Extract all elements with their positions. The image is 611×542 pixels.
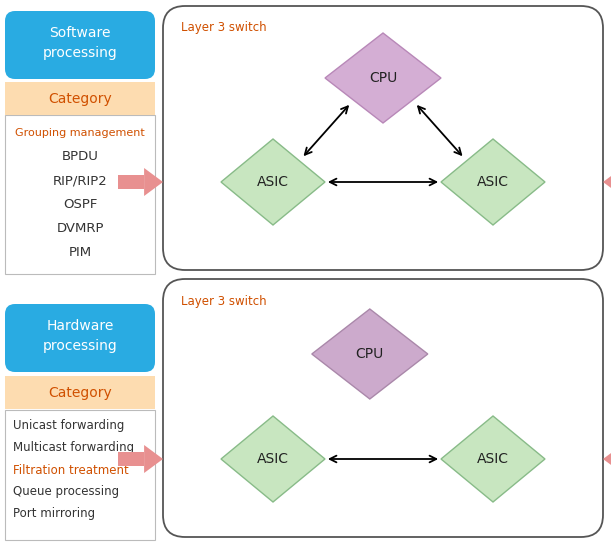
Text: Multicast forwarding: Multicast forwarding — [13, 442, 134, 455]
Polygon shape — [144, 168, 163, 196]
Text: ASIC: ASIC — [477, 452, 509, 466]
Polygon shape — [441, 139, 545, 225]
Text: CPU: CPU — [356, 347, 384, 361]
Text: ASIC: ASIC — [477, 175, 509, 189]
FancyBboxPatch shape — [5, 11, 155, 79]
Text: Grouping management: Grouping management — [15, 128, 145, 138]
Text: DVMRP: DVMRP — [56, 223, 104, 236]
Polygon shape — [603, 445, 611, 473]
Polygon shape — [221, 139, 325, 225]
Text: Layer 3 switch: Layer 3 switch — [181, 294, 266, 307]
Text: BPDU: BPDU — [62, 151, 98, 164]
Text: Layer 3 switch: Layer 3 switch — [181, 22, 266, 35]
Text: ASIC: ASIC — [257, 452, 289, 466]
Bar — [5, 82, 155, 115]
Text: Category: Category — [48, 385, 112, 399]
Text: PIM: PIM — [68, 247, 92, 260]
Polygon shape — [312, 309, 428, 399]
Text: Hardware
processing: Hardware processing — [43, 319, 117, 353]
Polygon shape — [441, 416, 545, 502]
Polygon shape — [603, 168, 611, 196]
FancyBboxPatch shape — [163, 279, 603, 537]
Text: Filtration treatment: Filtration treatment — [13, 463, 129, 476]
Bar — [5, 410, 155, 540]
Text: OSPF: OSPF — [63, 198, 97, 211]
Text: ASIC: ASIC — [257, 175, 289, 189]
Text: Unicast forwarding: Unicast forwarding — [13, 420, 125, 433]
Polygon shape — [118, 451, 144, 466]
Polygon shape — [144, 445, 163, 473]
Bar — [5, 115, 155, 274]
Text: RIP/RIP2: RIP/RIP2 — [53, 175, 108, 188]
Text: Port mirroring: Port mirroring — [13, 507, 95, 520]
Bar — [5, 376, 155, 409]
Text: Category: Category — [48, 92, 112, 106]
Polygon shape — [325, 33, 441, 123]
Text: CPU: CPU — [369, 71, 397, 85]
FancyBboxPatch shape — [5, 304, 155, 372]
Text: Software
processing: Software processing — [43, 25, 117, 60]
Text: Queue processing: Queue processing — [13, 486, 119, 499]
FancyBboxPatch shape — [163, 6, 603, 270]
Polygon shape — [221, 416, 325, 502]
Polygon shape — [118, 175, 144, 189]
